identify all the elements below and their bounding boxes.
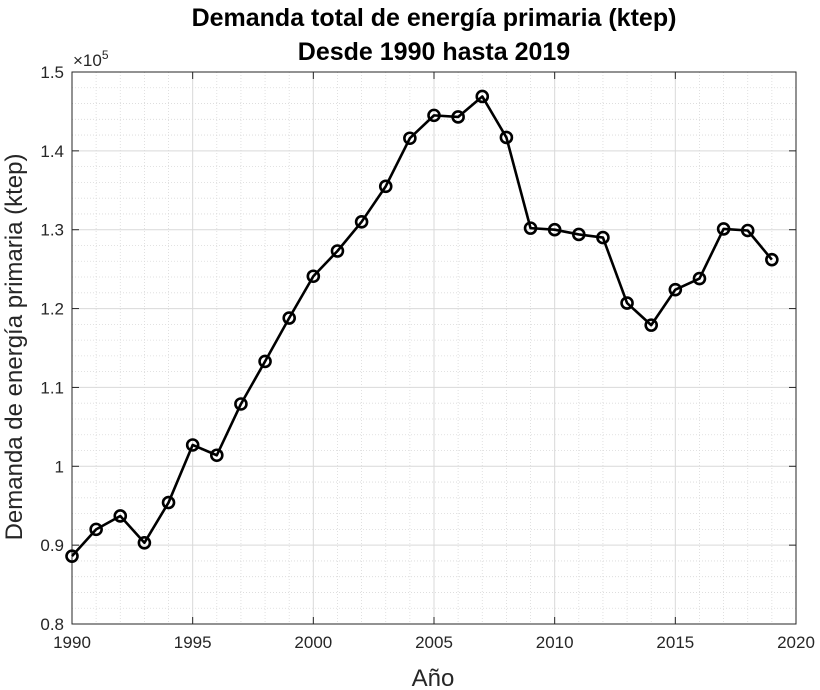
data-point-marker bbox=[668, 282, 683, 297]
y-exponent-power: 5 bbox=[102, 48, 109, 62]
x-axis-label: Año bbox=[412, 665, 455, 690]
data-point-marker bbox=[378, 179, 393, 194]
y-tick-label: 1 bbox=[55, 457, 64, 476]
y-tick-label: 0.8 bbox=[40, 615, 64, 634]
y-tick-label: 1.2 bbox=[40, 300, 64, 319]
data-point-marker bbox=[571, 227, 586, 242]
data-point-marker bbox=[620, 296, 634, 310]
y-exponent-label: ×105 bbox=[73, 48, 109, 70]
chart-title: Demanda total de energía primaria (ktep) bbox=[192, 4, 677, 32]
data-point-marker bbox=[185, 438, 200, 452]
axes bbox=[71, 71, 797, 625]
y-tick-label: 1.4 bbox=[40, 142, 64, 161]
data-point-marker bbox=[451, 110, 465, 124]
data-point-marker bbox=[113, 509, 128, 523]
data-point-marker bbox=[596, 230, 610, 245]
data-point-marker bbox=[475, 89, 490, 104]
data-point-marker bbox=[716, 222, 731, 236]
y-tick-label: 1.1 bbox=[40, 378, 64, 397]
y-tick-label: 1.3 bbox=[40, 221, 64, 240]
data-point-marker bbox=[523, 221, 538, 235]
data-point-marker bbox=[427, 108, 441, 123]
data-point-marker bbox=[137, 535, 152, 550]
data-point-marker bbox=[692, 271, 707, 286]
grid bbox=[71, 71, 797, 625]
data-point-marker bbox=[765, 252, 779, 267]
data-point-marker bbox=[282, 311, 297, 325]
series-line bbox=[71, 95, 773, 558]
data-point-marker bbox=[403, 131, 417, 146]
data-point-marker bbox=[65, 549, 79, 563]
y-tick-label: 1.5 bbox=[40, 63, 64, 82]
data-point-marker bbox=[330, 244, 345, 258]
x-tick-label: 1990 bbox=[53, 633, 91, 652]
data-point-marker bbox=[161, 495, 176, 510]
data-point-marker bbox=[210, 448, 224, 463]
y-axis-label: Demanda de energía primaria (ktep) bbox=[1, 154, 28, 541]
data-point-marker bbox=[354, 215, 369, 229]
chart-subtitle: Desde 1990 hasta 2019 bbox=[298, 38, 570, 66]
x-tick-label: 2010 bbox=[536, 633, 574, 652]
x-tick-label: 2020 bbox=[777, 633, 815, 652]
x-tick-label: 2015 bbox=[656, 633, 694, 652]
data-point-marker bbox=[644, 318, 659, 332]
y-exponent-base: ×10 bbox=[73, 51, 102, 70]
x-tick-label: 2005 bbox=[415, 633, 453, 652]
data-point-marker bbox=[89, 522, 103, 537]
data-point-marker bbox=[499, 130, 514, 145]
x-tick-label: 1995 bbox=[174, 633, 212, 652]
data-point-marker bbox=[306, 269, 321, 284]
data-point-marker bbox=[547, 222, 562, 237]
x-tick-label: 2000 bbox=[294, 633, 332, 652]
data-point-marker bbox=[740, 223, 755, 238]
y-tick-label: 0.9 bbox=[40, 536, 64, 555]
data-point-marker bbox=[258, 354, 272, 369]
data-series bbox=[65, 89, 779, 563]
tick-labels: 1990 1995 2000 2005 2010 2015 2020 0.8 0.9 1 1.1 1.… bbox=[40, 63, 815, 652]
data-point-marker bbox=[234, 397, 248, 411]
